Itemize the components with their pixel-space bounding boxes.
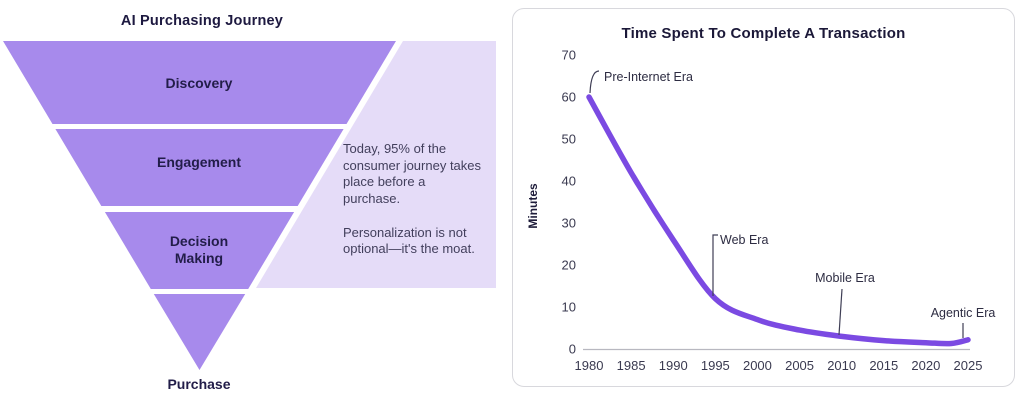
x-tick-label: 2010 bbox=[827, 358, 856, 373]
funnel-stage-engagement bbox=[55, 129, 344, 206]
y-tick-label: 60 bbox=[562, 90, 576, 105]
plot-layer: 0 10 20 30 40 50 60 70 1980 1985 1990 1995 2000 2005 2… bbox=[562, 48, 996, 374]
funnel-diagram: Discovery Engagement Decision Making Pur… bbox=[3, 41, 496, 392]
transaction-time-chart-card: Time Spent To Complete A Transaction Min… bbox=[512, 8, 1015, 387]
annotation-connector bbox=[712, 234, 718, 296]
x-tick-label: 1985 bbox=[617, 358, 646, 373]
funnel-stage-decision-making bbox=[104, 212, 295, 289]
y-tick-label: 0 bbox=[569, 342, 576, 357]
funnel-figure: AI Purchasing Journey Discovery Engageme… bbox=[0, 0, 500, 407]
annotation-connector bbox=[838, 288, 843, 336]
stage-label-making: Making bbox=[175, 250, 223, 266]
y-tick-label: 10 bbox=[562, 300, 576, 315]
callout-panel-bg bbox=[256, 41, 496, 288]
stage-label-engagement: Engagement bbox=[157, 154, 241, 170]
x-tick-label: 1990 bbox=[659, 358, 688, 373]
funnel-title: AI Purchasing Journey bbox=[120, 13, 284, 29]
y-axis-label: Minutes bbox=[526, 183, 540, 229]
y-tick-label: 50 bbox=[562, 132, 576, 147]
y-tick-label: 30 bbox=[562, 216, 576, 231]
time-series-line bbox=[586, 94, 971, 347]
callout-para-2: Personalization is not optional—it's the… bbox=[343, 224, 475, 257]
x-tick-label: 2020 bbox=[911, 358, 940, 373]
callout-text: Today, 95% of the consumer journey takes… bbox=[343, 141, 481, 275]
annotation-label: Web Era bbox=[720, 233, 768, 247]
x-tick-label: 1995 bbox=[701, 358, 730, 373]
stage-label-decision: Decision bbox=[170, 233, 228, 249]
annotation-label: Agentic Era bbox=[931, 306, 996, 320]
y-tick-label: 20 bbox=[562, 258, 576, 273]
x-tick-label: 2005 bbox=[785, 358, 814, 373]
annotation-connector bbox=[589, 70, 600, 94]
y-tick-label: 70 bbox=[562, 48, 576, 63]
x-tick-label: 2025 bbox=[954, 358, 983, 373]
y-tick-label: 40 bbox=[562, 174, 576, 189]
stage-label-discovery: Discovery bbox=[166, 75, 233, 91]
x-tick-label: 2015 bbox=[869, 358, 898, 373]
chart-title: Time Spent To Complete A Transaction bbox=[621, 25, 906, 42]
x-tick-label: 2000 bbox=[743, 358, 772, 373]
line-chart: Minutes 0 10 20 30 40 50 60 70 1980 1985 1990 1995 2… bbox=[526, 48, 996, 374]
x-tick-label: 1980 bbox=[575, 358, 604, 373]
annotation-label: Pre-Internet Era bbox=[604, 70, 693, 84]
stage-label-purchase: Purchase bbox=[167, 376, 230, 392]
annotation-label: Mobile Era bbox=[815, 271, 875, 285]
callout-para-1: Today, 95% of the consumer journey takes… bbox=[343, 141, 482, 206]
funnel-stage-discovery bbox=[3, 41, 396, 124]
funnel-stage-purchase-tip bbox=[153, 294, 246, 370]
